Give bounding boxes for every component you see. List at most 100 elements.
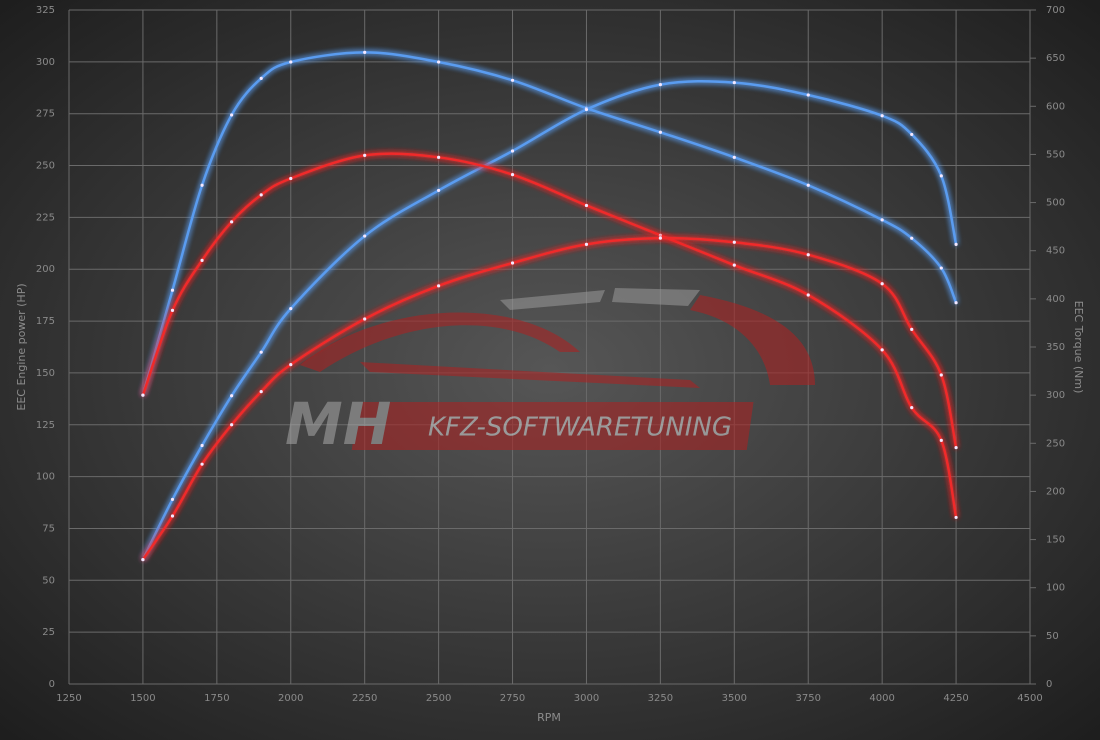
logo-stripe (612, 288, 700, 306)
point (910, 327, 914, 331)
y2-tick-label: 250 (1046, 438, 1065, 449)
point (658, 130, 662, 134)
point (200, 183, 204, 187)
y2-tick-label: 450 (1046, 246, 1065, 257)
x-tick-label: 2500 (426, 693, 451, 704)
point (880, 114, 884, 118)
point (259, 350, 263, 354)
point (289, 60, 293, 64)
y2-tick-label: 550 (1046, 149, 1065, 160)
point (200, 258, 204, 262)
point (910, 132, 914, 137)
point (939, 373, 943, 377)
point (732, 240, 736, 244)
point (259, 76, 263, 80)
y2-tick-label: 700 (1046, 5, 1065, 16)
point (658, 83, 662, 87)
y-tick-label: 100 (36, 472, 55, 483)
point (510, 261, 515, 265)
point (584, 107, 589, 112)
point (230, 113, 234, 117)
point (658, 233, 662, 237)
x-tick-label: 1750 (204, 693, 229, 704)
x-tick-label: 4000 (869, 693, 894, 704)
point (806, 183, 810, 187)
x-axis-title: RPM (537, 711, 561, 724)
logo-brand: MH (285, 390, 391, 458)
point (230, 394, 234, 398)
point (954, 515, 958, 520)
point (732, 155, 736, 159)
point (437, 60, 441, 64)
logo-banner (351, 402, 754, 450)
point (230, 220, 234, 224)
y-axis-title: EEC Engine power (HP) (15, 283, 28, 410)
point (141, 557, 145, 562)
point (170, 308, 175, 313)
x-tick-label: 2750 (500, 693, 525, 704)
x-tick-label: 1500 (130, 693, 155, 704)
y2-tick-label: 300 (1046, 390, 1065, 401)
point (259, 193, 263, 197)
point (363, 234, 367, 238)
point (170, 288, 175, 292)
point (437, 284, 441, 288)
y2-tick-label: 600 (1046, 101, 1065, 112)
point (437, 188, 441, 193)
y2-tick-label: 350 (1046, 342, 1065, 353)
x-tick-label: 4500 (1017, 693, 1042, 704)
point (910, 406, 914, 410)
point (954, 301, 958, 305)
logo-text: KFZ-SOFTWARETUNING (428, 413, 732, 443)
y-tick-label: 300 (36, 57, 55, 68)
x-tick-label: 2250 (352, 693, 377, 704)
y2-tick-label: 50 (1046, 631, 1059, 642)
x-tick-label: 2000 (278, 693, 303, 704)
x-tick-label: 3000 (574, 693, 599, 704)
watermark: MH KFZ-SOFTWARETUNING (285, 288, 815, 458)
y2-tick-label: 0 (1046, 679, 1052, 690)
point (584, 242, 589, 246)
point (939, 174, 943, 178)
y-tick-label: 275 (36, 109, 55, 120)
x-tick-label: 3500 (722, 693, 747, 704)
y-tick-label: 250 (36, 161, 55, 172)
curve (141, 152, 958, 518)
x-tick-label: 3250 (648, 693, 673, 704)
point (510, 173, 515, 177)
y-tick-label: 150 (36, 368, 55, 379)
point (200, 462, 204, 466)
x-tick-label: 4250 (943, 693, 968, 704)
point (289, 176, 293, 181)
y-tick-label: 125 (36, 420, 55, 431)
point (584, 203, 589, 208)
point (939, 266, 943, 270)
point (910, 236, 914, 240)
point (363, 50, 367, 54)
point (230, 423, 234, 427)
logo-car-roof (300, 312, 580, 372)
point (259, 389, 263, 394)
y-tick-label: 325 (36, 5, 55, 16)
point (170, 514, 175, 518)
logo-stripe (500, 290, 605, 310)
x-tick-label: 3750 (796, 693, 821, 704)
y2-tick-label: 400 (1046, 294, 1065, 305)
point (289, 363, 293, 367)
logo-car-line (360, 362, 700, 388)
point (141, 393, 145, 397)
point (880, 282, 884, 286)
y-tick-label: 0 (49, 679, 55, 690)
point (732, 263, 736, 267)
y-tick-label: 200 (36, 264, 55, 275)
point (510, 149, 515, 153)
point (939, 438, 943, 442)
y2-tick-label: 100 (1046, 583, 1065, 594)
point (363, 153, 367, 157)
y-tick-label: 75 (42, 523, 55, 534)
y2-axis-title: EEC Torque (Nm) (1072, 301, 1085, 394)
y-tick-label: 25 (42, 627, 55, 638)
point (806, 93, 810, 97)
